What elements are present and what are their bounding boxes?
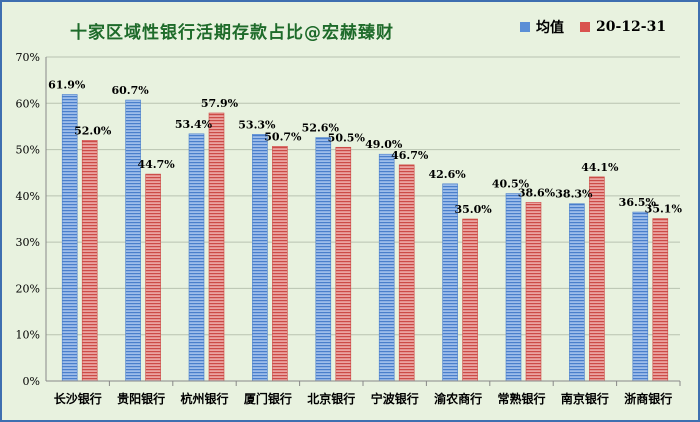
bar <box>188 133 205 382</box>
y-tick-label: 30% <box>16 236 40 249</box>
y-tick-label: 40% <box>16 190 40 203</box>
x-tick-label: 渝农商行 <box>434 391 482 406</box>
y-tick-label: 70% <box>16 51 40 64</box>
bar <box>208 112 225 382</box>
bar <box>398 164 415 382</box>
bar <box>81 140 98 382</box>
data-label: 42.6% <box>428 168 466 181</box>
bar <box>525 202 542 382</box>
y-tick-label: 0% <box>23 375 40 388</box>
data-label: 44.1% <box>581 161 619 174</box>
data-label: 36.5% <box>619 196 657 209</box>
legend-swatch-series-2 <box>580 22 590 32</box>
legend: 均值 20-12-31 <box>520 17 666 37</box>
data-label: 52.0% <box>74 124 112 137</box>
data-label: 46.7% <box>391 149 429 162</box>
x-tick-label: 常熟银行 <box>497 391 545 406</box>
bar <box>652 218 669 382</box>
data-label: 38.6% <box>518 186 556 199</box>
data-label: 61.9% <box>48 78 86 91</box>
bar <box>589 176 605 382</box>
x-tick-label: 杭州银行 <box>180 391 228 406</box>
x-tick-label: 北京银行 <box>307 391 355 406</box>
x-tick-label: 厦门银行 <box>244 391 292 406</box>
bar <box>272 146 288 382</box>
x-tick-label: 宁波银行 <box>371 391 419 406</box>
data-label: 35.1% <box>645 203 683 216</box>
data-label: 60.7% <box>111 84 149 97</box>
bar <box>632 211 649 382</box>
data-label: 40.5% <box>492 178 530 191</box>
bar <box>125 99 141 382</box>
bar <box>378 153 395 382</box>
legend-item-series-1: 均值 <box>520 17 564 37</box>
data-label: 35.0% <box>454 203 492 216</box>
bar <box>61 94 78 382</box>
y-tick-label: 20% <box>16 282 40 295</box>
data-label: 52.6% <box>302 122 340 135</box>
y-tick-label: 60% <box>16 97 40 110</box>
data-label: 57.9% <box>201 97 239 110</box>
data-label: 44.7% <box>137 158 175 171</box>
x-tick-label: 长沙银行 <box>54 391 102 406</box>
data-label: 50.5% <box>328 131 366 144</box>
bar <box>505 193 522 382</box>
bar <box>315 137 332 382</box>
bar <box>462 218 478 382</box>
x-tick-label: 贵阳银行 <box>117 391 165 406</box>
data-label: 49.0% <box>365 138 403 151</box>
legend-label-series-1: 均值 <box>536 20 564 36</box>
bar <box>569 203 585 382</box>
legend-label-series-2: 20-12-31 <box>596 19 667 35</box>
bar <box>252 133 268 382</box>
x-tick-label: 浙商银行 <box>624 391 672 406</box>
legend-item-series-2: 20-12-31 <box>580 17 666 37</box>
data-label: 50.7% <box>264 130 302 143</box>
y-tick-label: 10% <box>16 329 40 342</box>
data-label: 53.3% <box>238 118 276 131</box>
bar <box>145 173 161 382</box>
y-tick-label: 50% <box>16 144 40 157</box>
bar <box>335 146 352 382</box>
data-label: 38.3% <box>555 188 593 201</box>
x-tick-label: 南京银行 <box>561 391 609 406</box>
chart-title: 十家区域性银行活期存款占比@宏赫臻财 <box>70 23 394 43</box>
data-label: 53.4% <box>175 118 213 131</box>
legend-swatch-series-1 <box>520 22 530 32</box>
